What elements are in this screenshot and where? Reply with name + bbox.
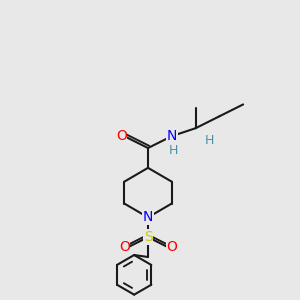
Text: H: H (169, 143, 178, 157)
Text: O: O (116, 129, 127, 143)
Text: N: N (143, 210, 153, 224)
Text: S: S (144, 230, 152, 244)
Text: N: N (167, 129, 177, 143)
Text: O: O (119, 240, 130, 254)
Text: H: H (205, 134, 214, 147)
Text: O: O (167, 240, 177, 254)
